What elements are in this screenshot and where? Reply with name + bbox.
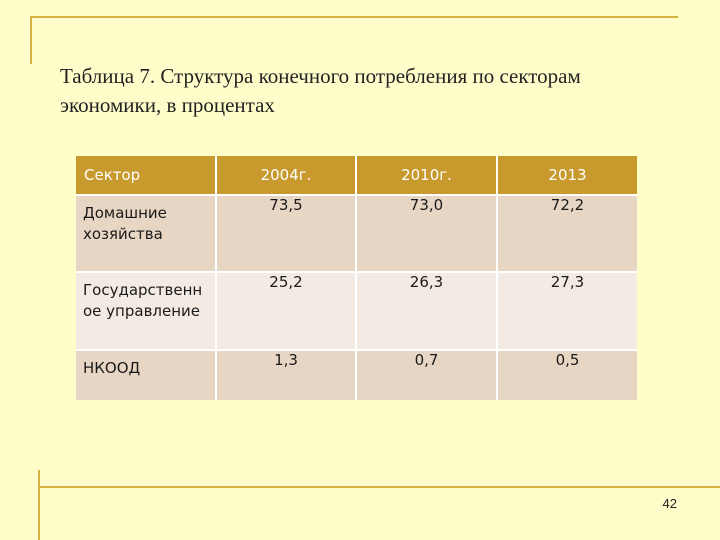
table-cell: 27,3 xyxy=(496,271,637,350)
table-cell: 72,2 xyxy=(496,194,637,272)
slide-title: Таблица 7. Структура конечного потреблен… xyxy=(60,64,581,117)
row-label: Домашние хозяйства xyxy=(76,194,216,272)
table-header-row: Сектор 2004г. 2010г. 2013 xyxy=(76,156,637,195)
table-row: НКООД 1,3 0,7 0,5 xyxy=(76,349,637,400)
table-cell: 26,3 xyxy=(355,271,497,350)
bottom-border-line xyxy=(38,486,720,488)
table-row: Домашние хозяйства 73,5 73,0 72,2 xyxy=(76,194,637,272)
table-cell: 1,3 xyxy=(215,349,356,400)
header-2010: 2010г. xyxy=(355,156,497,195)
table-row: Государственн ое управление 25,2 26,3 27… xyxy=(76,271,637,350)
bottom-left-border-line xyxy=(38,470,40,540)
row-label: НКООД xyxy=(76,349,216,400)
table-cell: 73,0 xyxy=(355,194,497,272)
left-border-line xyxy=(30,16,32,64)
table-cell: 0,5 xyxy=(496,349,637,400)
table-cell: 25,2 xyxy=(215,271,356,350)
header-2013: 2013 xyxy=(496,156,637,195)
row-label: Государственн ое управление xyxy=(76,271,216,350)
header-sector: Сектор xyxy=(76,156,216,195)
top-border-line xyxy=(30,16,678,18)
header-2004: 2004г. xyxy=(215,156,356,195)
table-cell: 73,5 xyxy=(215,194,356,272)
page-number: 42 xyxy=(662,496,677,511)
table-cell: 0,7 xyxy=(355,349,497,400)
consumption-table: Сектор 2004г. 2010г. 2013 Домашние хозяй… xyxy=(76,156,637,400)
